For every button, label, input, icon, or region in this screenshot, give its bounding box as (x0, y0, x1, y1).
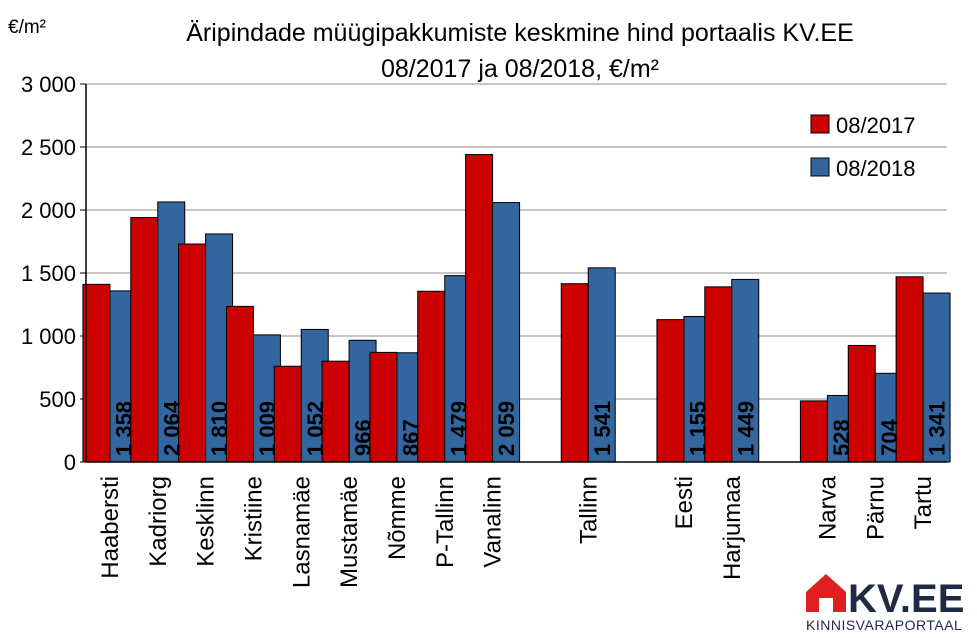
bars (82, 154, 951, 463)
bar-2018 (492, 202, 521, 463)
y-tick-label: 2 000 (21, 198, 76, 223)
value-label-2018: 1 479 (446, 401, 471, 456)
y-tick-label: 0 (64, 450, 76, 475)
category-label: Kristiine (240, 476, 267, 561)
category-label: Lasnamäe (288, 476, 315, 588)
legend-label-2018: 08/2018 (836, 156, 916, 181)
y-tick-label: 500 (39, 387, 76, 412)
bar-2017 (321, 360, 350, 463)
bar-2017 (656, 319, 685, 463)
value-label-2018: 2 064 (159, 400, 184, 456)
value-label-2018: 867 (398, 419, 423, 456)
bar-2017 (178, 243, 207, 463)
bar-2018 (587, 267, 616, 463)
logo-subtitle: KINNISVARAPORTAAL (806, 617, 962, 633)
category-label: Harjumaa (719, 475, 746, 580)
axes (85, 84, 947, 463)
legend-swatch-2017 (810, 114, 830, 134)
value-label-2018: 704 (877, 419, 902, 456)
bar-2017 (799, 400, 828, 463)
legend: 08/2017 08/2018 (810, 113, 916, 181)
bar-2017 (560, 283, 589, 463)
value-label-2018: 1 341 (925, 401, 950, 456)
category-label: Kesklinn (193, 476, 220, 567)
value-label-2018: 1 449 (733, 401, 758, 456)
value-label-2018: 1 358 (111, 401, 136, 456)
category-label: Vanalinn (480, 476, 507, 568)
category-label: Nõmme (384, 476, 411, 560)
bar-2017 (369, 351, 398, 463)
chart-title-line-2: 08/2017 ja 08/2018, €/m² (381, 55, 659, 83)
y-tick-label: 2 500 (21, 135, 76, 160)
category-label: Narva (814, 475, 841, 540)
house-icon (806, 574, 846, 612)
bar-2018 (731, 278, 760, 463)
legend-label-2017: 08/2017 (836, 113, 916, 138)
y-tick-labels: 0 500 1 000 1 500 2 000 2 500 3 000 (21, 72, 76, 475)
y-tick-label: 1 500 (21, 261, 76, 286)
logo-text: KV.EE (848, 577, 964, 621)
category-label: P-Tallinn (432, 476, 459, 568)
bar-2017 (704, 286, 733, 463)
kv-ee-logo: KV.EE KINNISVARAPORTAAL (806, 574, 964, 633)
value-label-2018: 1 541 (590, 401, 615, 456)
value-labels: 1 358 2 064 1 810 1 009 1 052 966 867 1 479 2 05… (111, 400, 949, 456)
value-label-2018: 2 059 (494, 401, 519, 456)
value-label-2018: 966 (351, 419, 376, 456)
value-label-2018: 1 009 (255, 401, 280, 456)
value-label-2018: 528 (829, 419, 854, 456)
bar-2017 (417, 290, 446, 463)
bar-2017 (225, 305, 254, 463)
category-label: Mustamäe (336, 476, 363, 588)
category-label: Tartu (910, 476, 937, 529)
chart-title-line-1: Äripindade müügipakkumiste keskmine hind… (186, 19, 854, 47)
value-label-2018: 1 155 (685, 401, 710, 456)
bar-2017 (273, 365, 302, 463)
value-label-2018: 1 052 (303, 401, 328, 456)
category-label: Tallinn (575, 476, 602, 544)
category-label: Eesti (671, 476, 698, 529)
bar-2017 (847, 344, 876, 463)
category-label: Haabersti (97, 476, 124, 579)
bar-2017 (82, 283, 111, 463)
value-label-2018: 1 810 (207, 401, 232, 456)
category-label: Kadriorg (145, 476, 172, 567)
legend-swatch-2018 (810, 157, 830, 177)
y-axis-unit-label: €/m² (8, 17, 46, 38)
category-labels: Haabersti Kadriorg Kesklinn Kristiine Lasnam… (97, 475, 937, 588)
y-tick-label: 1 000 (21, 324, 76, 349)
category-label: Pärnu (862, 476, 889, 540)
y-tick-label: 3 000 (21, 72, 76, 97)
